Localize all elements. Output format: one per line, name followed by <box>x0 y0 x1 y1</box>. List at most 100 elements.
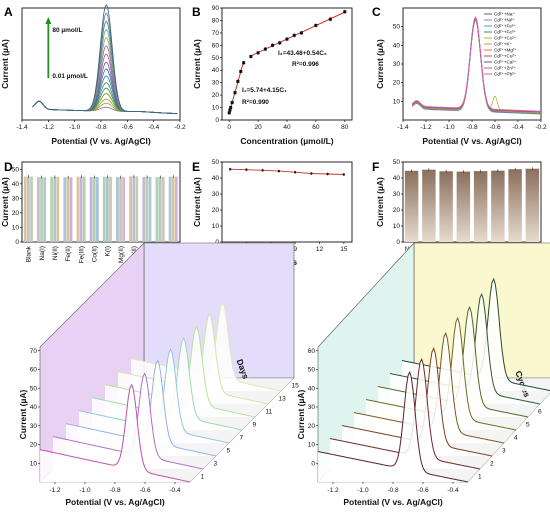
panel-G: G10203040506070-1.2-1.0-0.8-0.6-0.4Poten… <box>18 242 300 507</box>
x-tick-label: -1.0 <box>357 487 369 494</box>
x-tick-label: 9 <box>293 246 297 253</box>
y-tick-label: 40 <box>212 175 220 182</box>
y-tick-label: 50 <box>12 166 20 173</box>
depth-tick-label: 5 <box>526 422 530 429</box>
bar <box>171 176 175 242</box>
depth-tick-label: 13 <box>279 396 287 403</box>
curve-fill <box>318 372 468 482</box>
panel-label: D <box>4 160 13 174</box>
x-tick-label: 80 <box>341 124 349 131</box>
bar <box>439 171 453 242</box>
y-tick-label: 0 <box>396 239 400 246</box>
bar <box>56 176 60 242</box>
x-tick-label: -1.2 <box>43 124 55 131</box>
data-point <box>245 168 248 171</box>
bar <box>69 177 73 242</box>
legend-entry: Cd²⁺+Pb²⁺ <box>494 72 517 77</box>
legend-entry: Cd²⁺+Cu²⁺ <box>494 54 517 59</box>
x-axis-label: Potential (V vs. Ag/AgCl) <box>422 136 522 146</box>
arrow-head <box>45 17 52 24</box>
data-point <box>256 51 260 55</box>
series-line <box>32 98 178 114</box>
x-tick-label: -1.4 <box>397 124 409 131</box>
panel-C: C -1.4 -1.2 -1.0 -0.8 -0.6 -0.4 -0.2 10 20 30 40 50 P… <box>372 5 547 146</box>
data-point <box>310 172 313 175</box>
x-tick-label: -1.2 <box>327 487 339 494</box>
data-point <box>249 55 253 59</box>
bar <box>79 176 83 242</box>
data-point <box>227 111 231 115</box>
x-tick-label: -1.4 <box>16 124 28 131</box>
depth-tick-label: 11 <box>266 409 273 416</box>
panel-label: F <box>372 160 379 174</box>
bar <box>89 176 93 242</box>
series-line <box>411 16 542 113</box>
y-axis-label: Current (µA) <box>192 177 202 227</box>
bar <box>155 176 159 242</box>
depth-tick-label: 9 <box>253 422 257 429</box>
series-line <box>411 17 541 114</box>
legend-entry: Cd²⁺+Zn²⁺ <box>494 66 516 71</box>
series-line <box>32 4 178 114</box>
depth-tick-label: 2 <box>490 461 494 468</box>
series-line <box>411 17 541 113</box>
bar <box>27 176 30 242</box>
bar <box>109 176 112 242</box>
y-tick-label: 50 <box>30 385 38 392</box>
depth-tick-label: 15 <box>292 383 300 390</box>
y-tick-label: 10 <box>12 224 20 231</box>
bar <box>66 177 70 242</box>
data-point <box>263 47 267 51</box>
x-tick-label: Fe(III) <box>78 246 85 263</box>
bar <box>63 177 67 242</box>
x-tick-label: -0.6 <box>122 124 134 131</box>
panel-label: C <box>372 5 381 19</box>
bar <box>525 168 540 242</box>
series-line <box>411 18 542 114</box>
depth-tick-label: 4 <box>514 435 518 442</box>
data-point <box>278 41 282 45</box>
x-tick-label: -0.8 <box>95 124 107 131</box>
legend-entry: Cd²⁺+K⁺ <box>494 42 513 47</box>
y-tick-label: 10 <box>393 98 401 105</box>
x-tick-label: 20 <box>254 124 262 131</box>
fit-line <box>228 61 245 113</box>
y-tick-label: 20 <box>30 442 38 449</box>
x-tick-label: -0.6 <box>489 124 501 131</box>
series-line <box>411 18 541 115</box>
y-tick-label: 10 <box>308 442 316 449</box>
bar <box>174 176 178 242</box>
series-line <box>411 19 541 115</box>
data-point <box>229 168 232 171</box>
axes-frame <box>402 161 542 243</box>
x-axis-label: Potential (V vs. Ag/AgCl) <box>343 497 443 507</box>
legend-entry: Cd²⁺+Mg²⁺ <box>494 48 517 53</box>
data-point <box>328 17 332 21</box>
y-tick-label: 40 <box>393 42 401 49</box>
x-tick-label: -0.2 <box>174 124 186 131</box>
bar <box>40 177 43 242</box>
y-tick-label: 60 <box>212 42 220 49</box>
x-tick-label: -0.8 <box>466 124 478 131</box>
x-tick-label: -0.4 <box>148 124 160 131</box>
x-axis-label: Potential (V vs. Ag/AgCl) <box>65 497 165 507</box>
bar <box>82 176 86 242</box>
bar <box>106 176 109 242</box>
bar <box>23 176 27 242</box>
x-tick-label: -0.6 <box>139 487 151 494</box>
fit-high-r2: R²=0.996 <box>292 61 319 68</box>
data-point <box>314 23 318 27</box>
y-tick-label: 90 <box>212 5 220 12</box>
series-line <box>32 75 178 114</box>
curve-fill <box>79 349 229 443</box>
series-line <box>32 28 178 114</box>
axes-frame <box>402 7 542 121</box>
x-tick-label: Na(I) <box>39 246 46 260</box>
y-tick-label: 0 <box>311 460 315 467</box>
y-tick-label: 30 <box>30 423 38 430</box>
x-tick-label: 0 <box>227 124 231 131</box>
bar <box>142 176 146 242</box>
y-tick-label: 60 <box>308 348 316 355</box>
